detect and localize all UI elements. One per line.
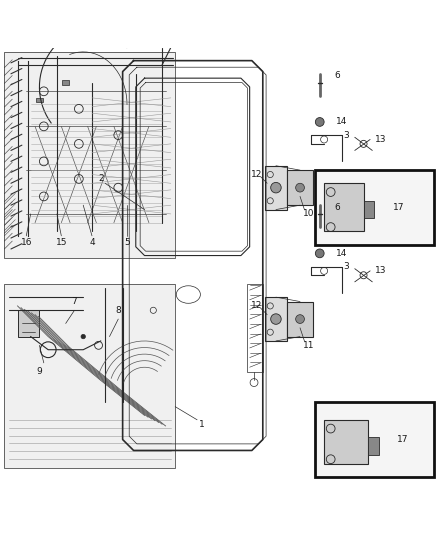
Circle shape — [271, 314, 281, 324]
Text: 17: 17 — [397, 435, 409, 444]
Circle shape — [296, 183, 304, 192]
Text: 13: 13 — [375, 135, 387, 144]
Text: 9: 9 — [36, 367, 42, 376]
Circle shape — [271, 182, 281, 193]
Text: 14: 14 — [336, 249, 347, 258]
Bar — [36, 98, 43, 102]
Text: 15: 15 — [56, 238, 67, 247]
Bar — [315, 170, 434, 245]
Text: 11: 11 — [303, 341, 314, 350]
Text: 3: 3 — [343, 131, 349, 140]
Bar — [265, 297, 287, 341]
Text: 6: 6 — [334, 203, 340, 212]
Text: 16: 16 — [21, 238, 32, 247]
Text: 13: 13 — [375, 266, 387, 276]
Text: 12: 12 — [251, 302, 262, 310]
Bar — [324, 420, 368, 464]
Circle shape — [296, 314, 304, 324]
Circle shape — [81, 334, 85, 339]
Bar — [62, 80, 69, 85]
Text: 3: 3 — [343, 262, 349, 271]
Text: 10: 10 — [303, 209, 314, 219]
Text: 1: 1 — [198, 419, 205, 429]
Text: 8: 8 — [115, 306, 121, 315]
Bar — [4, 52, 175, 258]
Circle shape — [315, 118, 324, 126]
Bar — [324, 183, 364, 231]
Bar — [287, 302, 313, 336]
Bar — [364, 201, 374, 219]
Bar — [4, 284, 175, 468]
Bar — [287, 170, 313, 205]
Text: 14: 14 — [336, 117, 347, 126]
Text: 5: 5 — [124, 238, 130, 247]
Circle shape — [315, 249, 324, 258]
Bar — [265, 166, 287, 209]
Text: 6: 6 — [334, 71, 340, 80]
Text: 2: 2 — [98, 174, 103, 183]
Text: 4: 4 — [89, 238, 95, 247]
Bar — [315, 402, 434, 477]
Bar — [368, 437, 379, 455]
Text: 7: 7 — [71, 297, 78, 306]
Text: 17: 17 — [393, 203, 404, 212]
Bar — [18, 310, 39, 336]
Bar — [4, 284, 175, 468]
Text: 12: 12 — [251, 170, 262, 179]
Bar — [247, 284, 263, 372]
Bar — [4, 52, 175, 258]
